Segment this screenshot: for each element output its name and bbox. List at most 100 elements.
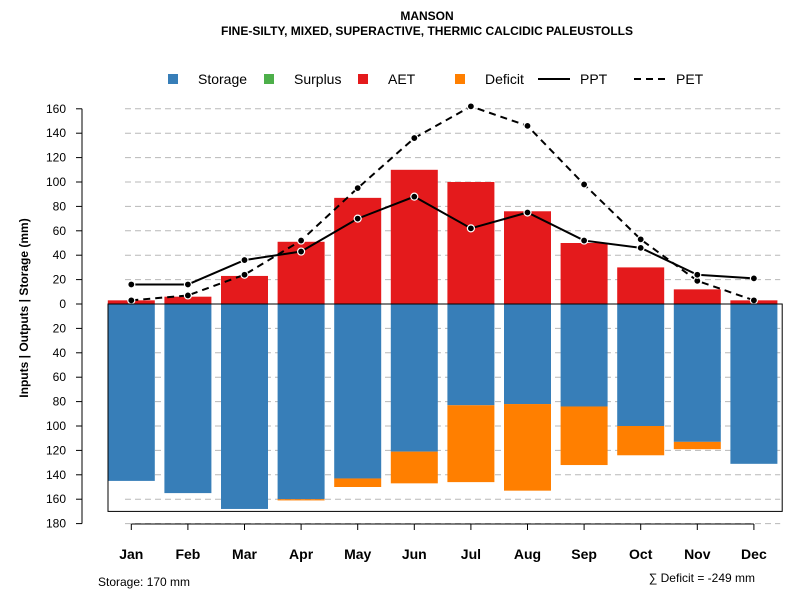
deficit-bar <box>560 406 608 466</box>
deficit-annotation: ∑ Deficit = -249 mm <box>649 571 755 585</box>
storage-bar <box>334 304 382 479</box>
storage-bar <box>447 304 495 406</box>
surplus-legend-label: Surplus <box>294 71 341 87</box>
pet-point <box>636 235 645 244</box>
x-tick-label: Jan <box>119 546 143 562</box>
x-tick-label: Nov <box>684 546 711 562</box>
y-tick-label: 120 <box>46 443 66 457</box>
x-tick-label: Mar <box>232 546 257 562</box>
axes: 160 140 120 100 80 60 40 20 0 20 40 60 80 100 120 140 16… <box>46 102 783 562</box>
storage-bar <box>277 304 325 500</box>
ppt-legend-label: PPT <box>580 71 608 87</box>
x-tick-label: Dec <box>741 546 767 562</box>
ppt-point <box>523 208 532 217</box>
storage-bar <box>221 304 268 509</box>
y-tick-label: 140 <box>46 126 66 140</box>
y-tick-label: 0 <box>59 297 66 311</box>
y-tick-label: 40 <box>53 346 67 360</box>
pet-point <box>240 270 249 279</box>
storage-bar <box>107 304 155 481</box>
storage-bar <box>504 304 551 405</box>
ppt-point <box>297 247 306 256</box>
y-tick-label: 160 <box>46 492 66 506</box>
storage-bar <box>730 304 778 464</box>
storage-legend-swatch <box>168 74 178 84</box>
pet-point <box>353 184 362 193</box>
storage-bar <box>164 304 212 494</box>
aet-bar <box>504 211 551 304</box>
pet-point <box>297 236 306 245</box>
ppt-point <box>579 236 589 245</box>
aet-bar <box>560 243 608 304</box>
y-tick-label: 80 <box>53 199 67 213</box>
gridlines <box>125 108 781 525</box>
aet-legend-label: AET <box>388 71 416 87</box>
deficit-bar <box>617 426 665 456</box>
ppt-point <box>466 224 475 233</box>
y-tick-label: 20 <box>53 321 67 335</box>
y-tick-label: 120 <box>46 151 66 165</box>
aet-bar <box>390 169 438 304</box>
lines <box>127 102 759 305</box>
y-tick-label: 80 <box>53 395 67 409</box>
pet-point <box>523 121 532 130</box>
y-tick-label: 60 <box>53 370 67 384</box>
storage-bar <box>390 304 438 452</box>
y-tick-label: 180 <box>46 517 66 531</box>
aet-bar <box>447 182 495 304</box>
x-tick-label: Jun <box>402 546 427 562</box>
bars <box>107 169 778 509</box>
aet-bar <box>164 296 212 304</box>
deficit-bar <box>673 441 721 450</box>
ppt-point <box>749 274 759 283</box>
ppt-point <box>127 280 136 289</box>
ppt-point <box>636 243 645 252</box>
storage-bar <box>560 304 608 407</box>
x-tick-label: Apr <box>289 546 314 562</box>
x-tick-label: Sep <box>571 546 597 562</box>
ppt-point <box>353 214 362 223</box>
y-tick-label: 100 <box>46 175 66 189</box>
pet-point <box>466 102 475 111</box>
pet-point <box>579 180 589 189</box>
pet-legend-label: PET <box>676 71 704 87</box>
pet-point <box>410 133 419 143</box>
y-tick-label: 140 <box>46 468 66 482</box>
y-tick-label: 20 <box>53 273 67 287</box>
legend: Storage Surplus AET Deficit PPT PET <box>168 71 704 87</box>
y-tick-label: 60 <box>53 224 67 238</box>
deficit-bar <box>447 405 495 483</box>
x-tick-label: Feb <box>175 546 200 562</box>
x-tick-label: Jul <box>461 546 481 562</box>
surplus-legend-swatch <box>264 74 274 84</box>
storage-annotation: Storage: 170 mm <box>98 575 190 589</box>
deficit-bar <box>504 404 551 491</box>
deficit-legend-label: Deficit <box>485 71 524 87</box>
deficit-bar <box>277 499 325 501</box>
ppt-point <box>183 280 192 289</box>
chart-title: MANSON <box>400 9 453 23</box>
x-tick-label: Oct <box>629 546 653 562</box>
pet-point <box>127 296 136 305</box>
aet-bar <box>334 197 382 304</box>
deficit-bar <box>334 478 382 487</box>
deficit-legend-swatch <box>455 74 465 84</box>
deficit-bar <box>390 451 438 484</box>
pet-point <box>749 296 759 305</box>
pet-point <box>183 291 192 300</box>
aet-bar <box>673 289 721 304</box>
ppt-point <box>240 255 249 265</box>
y-tick-label: 100 <box>46 419 66 433</box>
storage-bar <box>673 304 721 442</box>
storage-bar <box>617 304 665 426</box>
storage-legend-label: Storage <box>198 71 247 87</box>
ppt-point <box>410 192 419 201</box>
ppt-line <box>131 195 754 286</box>
ppt-point <box>693 270 702 279</box>
x-tick-label: May <box>344 546 371 562</box>
y-tick-label: 40 <box>53 248 67 262</box>
aet-bar <box>617 267 665 304</box>
x-tick-label: Aug <box>514 546 541 562</box>
chart-subtitle: FINE-SILTY, MIXED, SUPERACTIVE, THERMIC … <box>221 24 633 38</box>
